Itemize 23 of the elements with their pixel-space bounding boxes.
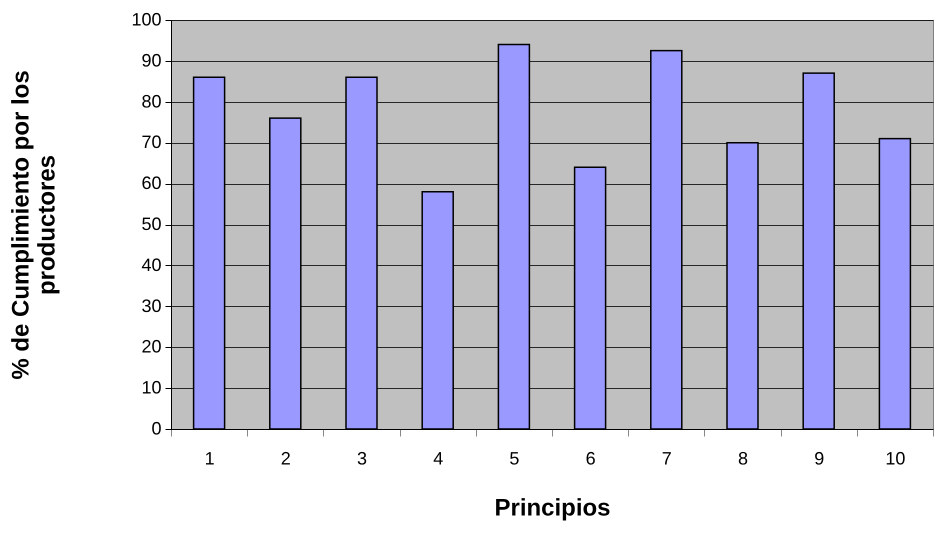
y-tick-label: 100	[131, 10, 162, 30]
x-tick-label: 8	[738, 448, 748, 468]
y-tick-label: 60	[141, 173, 162, 194]
y-tick-label: 40	[141, 254, 162, 275]
x-tick-label: 1	[204, 448, 215, 468]
x-axis-title: Principios	[494, 494, 611, 522]
y-tick-label: 20	[141, 336, 162, 357]
x-tick-label: 10	[885, 448, 906, 468]
y-axis-title: % de Cumplimiento por los productores	[7, 70, 60, 380]
x-tick-label: 7	[662, 448, 672, 468]
x-tick-label: 4	[433, 448, 444, 468]
y-tick-label: 70	[141, 132, 162, 152]
x-tick-label: 5	[509, 448, 520, 468]
x-tick-label: 6	[586, 448, 596, 468]
y-tick-label: 90	[141, 50, 162, 70]
x-tick-label: 9	[814, 448, 824, 468]
y-tick-label: 50	[141, 214, 162, 234]
y-tick-label: 10	[141, 378, 162, 398]
y-tick-label: 30	[141, 296, 162, 316]
x-tick-label: 2	[280, 448, 291, 468]
y-tick-label: 0	[151, 418, 162, 438]
y-tick-label: 80	[141, 91, 162, 112]
x-tick-label: 3	[356, 448, 368, 468]
